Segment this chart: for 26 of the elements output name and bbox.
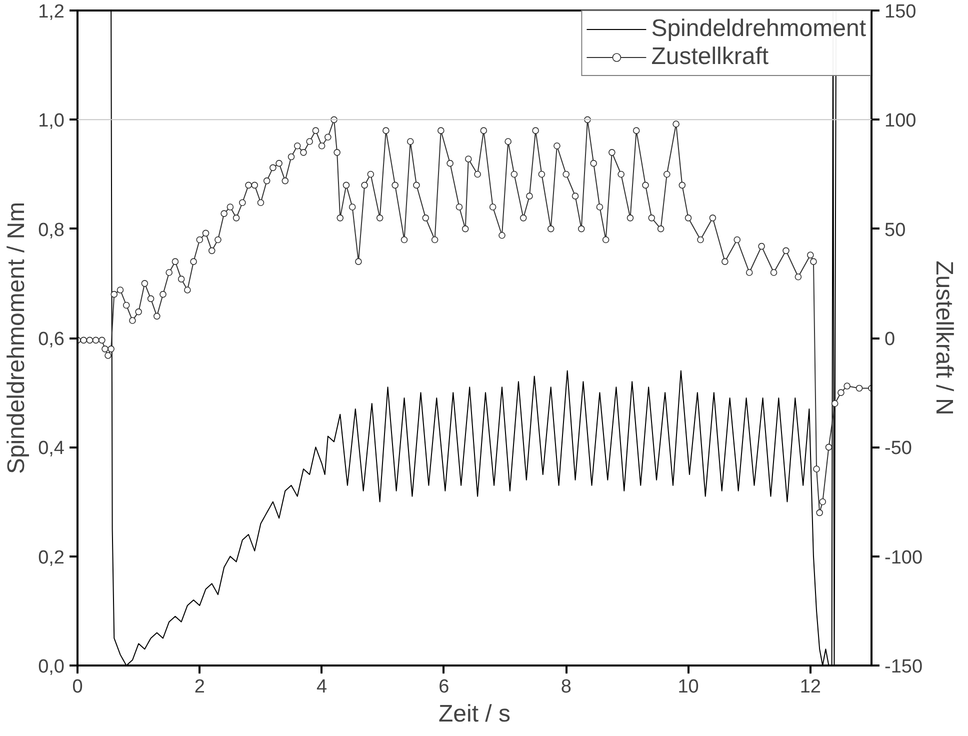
y2-tick-label: 100	[884, 110, 916, 132]
x-tick-label: 2	[194, 676, 205, 698]
y-tick-label: 0,2	[38, 547, 65, 568]
y2-axis-title: Zustellkraft / N	[930, 260, 958, 416]
y2-tick-label: -100	[884, 547, 923, 568]
y2-tick-label: -150	[884, 656, 923, 678]
y-tick-label: 1,0	[38, 110, 65, 132]
x-axis-title: Zeit / s	[438, 700, 511, 728]
y-tick-label: 0,6	[38, 329, 65, 350]
y-tick-label: 0,0	[38, 656, 65, 678]
y2-tick-label: 0	[884, 329, 896, 350]
y2-tick-label: 50	[884, 220, 906, 241]
y-axis-title: Spindeldrehmoment / Nm	[3, 202, 30, 474]
x-tick-label: 6	[438, 676, 450, 698]
y2-tick-label: 150	[884, 2, 916, 22]
x-tick-label: 8	[560, 676, 572, 698]
y-tick-label: 0,8	[38, 220, 65, 241]
x-tick-label: 4	[316, 676, 328, 698]
x-tick-label: 12	[800, 676, 821, 698]
x-tick-label: 10	[678, 676, 699, 698]
y-tick-label: 1,2	[38, 2, 65, 22]
y2-tick-label: -50	[884, 438, 912, 460]
legend-label: Zustellkraft	[651, 43, 769, 71]
y-tick-label: 0,4	[38, 438, 65, 460]
legend-label: Spindeldrehmoment	[651, 15, 866, 43]
x-tick-label: 0	[72, 676, 83, 698]
